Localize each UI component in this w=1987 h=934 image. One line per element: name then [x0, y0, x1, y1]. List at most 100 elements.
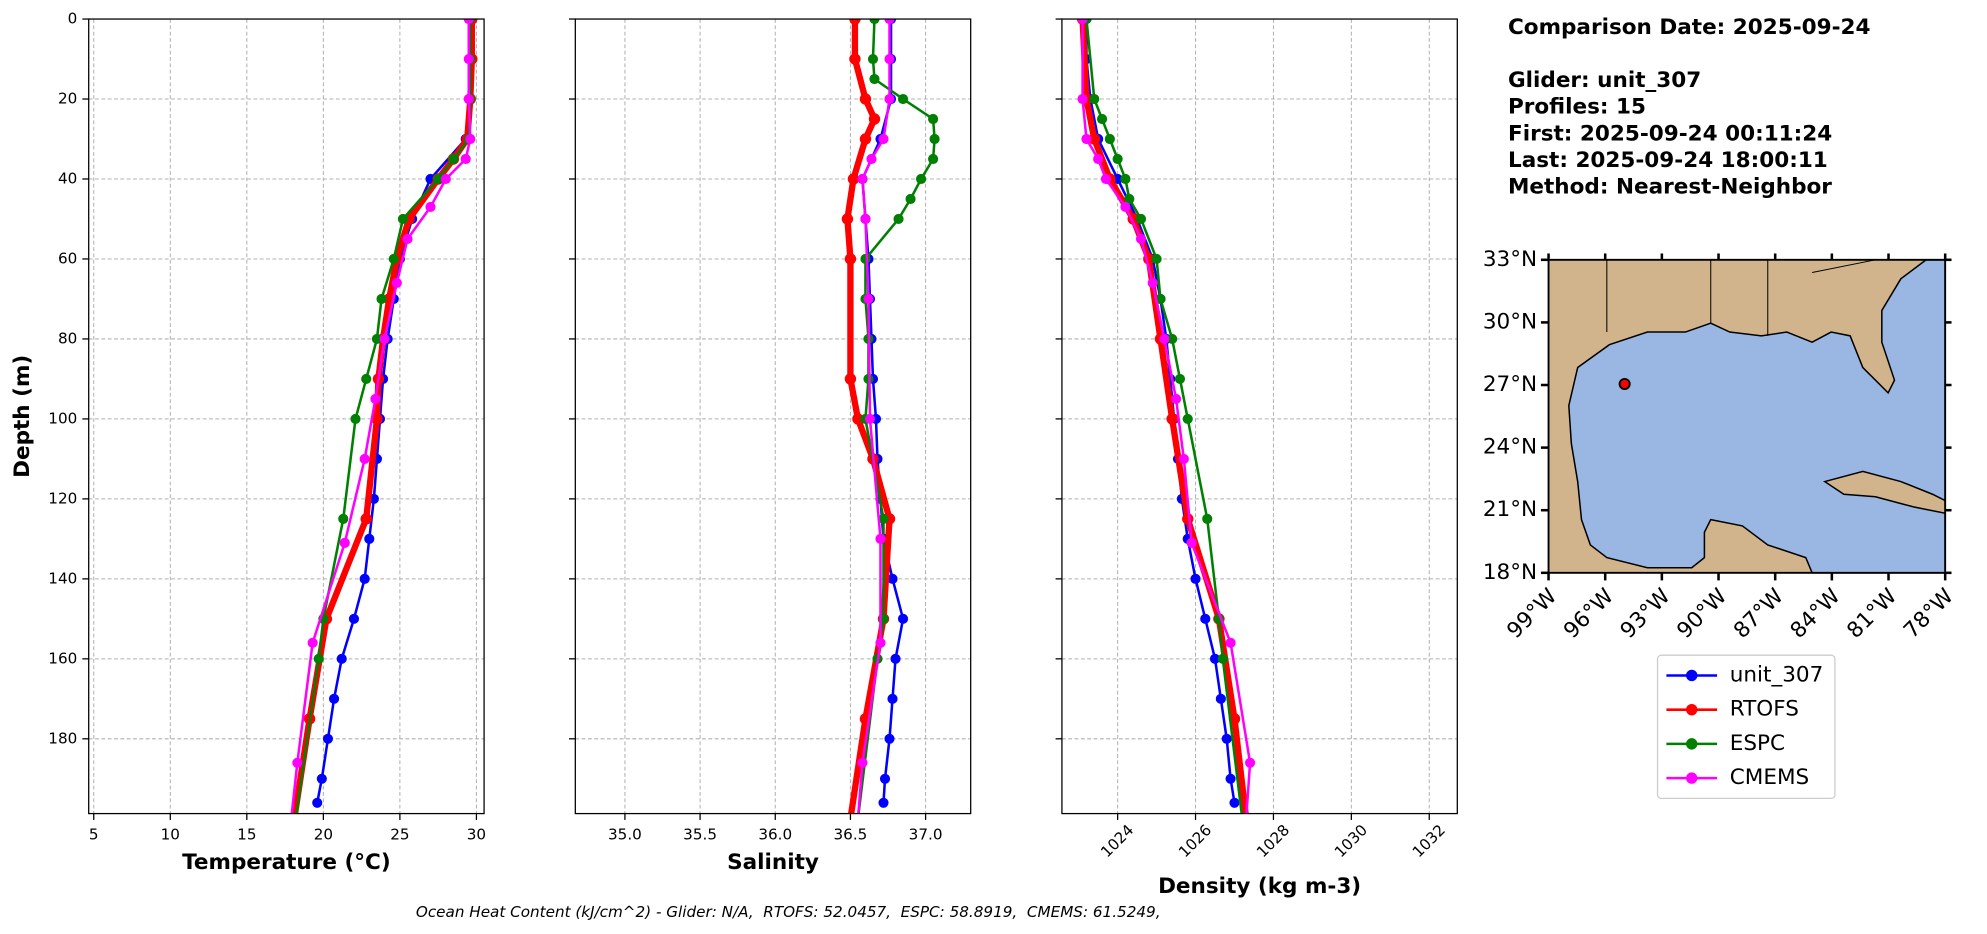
map-frame	[1547, 258, 1947, 574]
profile-point	[884, 733, 895, 744]
profile-point	[371, 413, 383, 425]
profile-point	[887, 573, 898, 584]
legend-marker	[1686, 738, 1698, 750]
profile-point	[371, 333, 382, 345]
profile-point	[878, 513, 889, 524]
profile-point	[336, 653, 347, 664]
profile-point	[359, 453, 370, 464]
profile-point	[1190, 573, 1201, 584]
profile-point	[463, 93, 474, 105]
profile-point	[890, 653, 901, 664]
y-tick-label: 20	[58, 90, 77, 108]
profile-point	[847, 173, 860, 185]
profile-point	[329, 693, 340, 704]
x-tick-label: 30	[467, 826, 486, 844]
profile-point	[844, 373, 857, 385]
profile-point	[1209, 653, 1221, 664]
profile-point	[1088, 133, 1100, 145]
y-tick-label: 60	[58, 249, 77, 267]
profile-point	[1093, 153, 1104, 165]
profile-point	[338, 513, 349, 524]
x-tick-label: 35.0	[608, 826, 642, 844]
info-line: Last: 2025-09-24 18:00:11	[1508, 148, 1828, 173]
profile-point	[868, 113, 881, 125]
info-line: Method: Nearest-Neighbor	[1508, 175, 1832, 200]
profile-point	[1178, 453, 1189, 464]
profile-point	[878, 797, 889, 808]
plot-frame	[574, 18, 972, 815]
profile-point	[1112, 173, 1123, 185]
x-axis-label: Density (kg m-3)	[1158, 874, 1361, 899]
profile-point	[379, 333, 390, 345]
profile-point	[878, 133, 889, 145]
profile-point	[448, 153, 459, 165]
profile-point	[1225, 773, 1236, 784]
profile-point	[322, 733, 334, 744]
profile-point	[1077, 19, 1088, 25]
profile-point	[440, 173, 451, 185]
series-group	[1076, 19, 1256, 814]
x-tick-label: 5	[89, 826, 99, 844]
profile-point	[359, 573, 370, 584]
y-tick-label: 27°N	[1483, 372, 1537, 397]
profile-point	[849, 53, 861, 65]
profile-point	[857, 757, 868, 768]
legend-label: CMEMS	[1730, 765, 1809, 790]
profile-point	[1217, 653, 1228, 664]
legend-label: RTOFS	[1730, 697, 1799, 722]
profile-point	[361, 373, 372, 384]
profile-point	[863, 293, 874, 305]
profile-point	[1229, 797, 1240, 808]
profile-point	[1112, 153, 1123, 165]
x-tick-label: 35.5	[683, 826, 717, 844]
profile-point	[316, 773, 327, 784]
profile-point	[1245, 757, 1256, 768]
profile-point	[339, 537, 350, 548]
profile-point	[1167, 333, 1178, 345]
profile-point	[1215, 693, 1226, 704]
profile-point	[1100, 173, 1112, 185]
profile-point	[465, 133, 476, 145]
profile-line	[290, 19, 472, 814]
y-tick-label: 100	[48, 409, 77, 427]
profile-point	[852, 413, 864, 425]
glider-marker	[1618, 377, 1631, 390]
profile-point	[841, 213, 854, 225]
profile-point	[364, 533, 375, 544]
profile-point	[460, 153, 471, 165]
profile-point	[1135, 233, 1147, 245]
profile-point	[879, 773, 891, 784]
y-tick-label: 140	[48, 569, 77, 587]
x-tick-label: 36.0	[758, 826, 792, 844]
y-axis-label: Depth (m)	[10, 355, 35, 478]
profile-point	[313, 653, 324, 664]
profile-point	[391, 277, 402, 289]
profile-point	[1104, 133, 1115, 145]
y-tick-label: 40	[58, 169, 77, 187]
profile-point	[893, 213, 904, 225]
y-tick-label: 0	[68, 10, 78, 28]
y-tick-label: 160	[48, 649, 77, 667]
profile-point	[1202, 513, 1213, 524]
y-tick-label: 21°N	[1483, 497, 1537, 522]
border	[1812, 259, 1876, 273]
profile-point	[360, 513, 372, 525]
legend: unit_307 RTOFS ESPC CMEMS	[1656, 654, 1836, 800]
profile-point	[1147, 277, 1158, 289]
y-tick-label: 80	[58, 329, 77, 347]
profile-point	[1089, 93, 1100, 105]
profile-point	[860, 213, 871, 225]
profile-point	[463, 19, 474, 25]
legend-marker	[1686, 669, 1698, 682]
footnote: Ocean Heat Content (kJ/cm^2) - Glider: N…	[416, 903, 1161, 921]
profile-point	[1182, 413, 1193, 424]
profile-point	[402, 233, 413, 245]
profile-point	[875, 637, 886, 648]
profile-point	[844, 253, 857, 265]
profile-point	[1170, 393, 1182, 404]
profile-point	[312, 797, 323, 808]
plot-frame	[88, 18, 485, 815]
profile-point	[1159, 333, 1170, 345]
profile-point	[463, 53, 474, 65]
profile-point	[397, 213, 409, 225]
